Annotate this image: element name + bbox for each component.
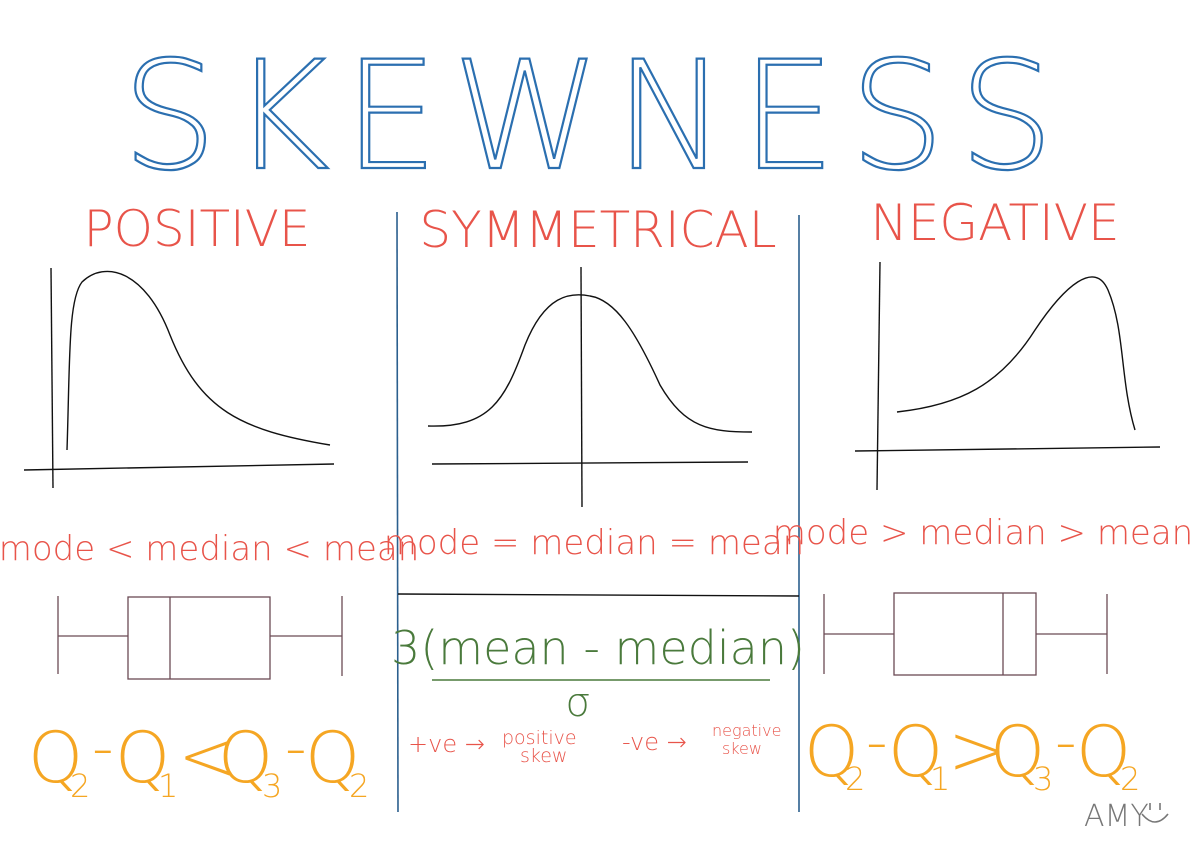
minus-sign: - (1055, 707, 1077, 777)
q-subscript: 2 (349, 767, 369, 805)
heading-negative: NEGATIVE (870, 194, 1119, 252)
positive-x-axis (23, 463, 335, 471)
formula-numerator: 3(mean - median) (391, 621, 805, 675)
symmetrical-x-axis (431, 461, 749, 465)
skew-sign-notes: +ve → positive skew -ve → negative skew (408, 721, 781, 767)
signature: AMY (1084, 799, 1169, 834)
note-negative-line1: negative (712, 721, 781, 740)
q-symbol: Q (804, 711, 859, 793)
symmetrical-graph (427, 266, 753, 508)
boxplot-positive (57, 596, 343, 680)
column-dividers (396, 211, 800, 813)
note-positive-sign: +ve → (408, 730, 485, 758)
heading-positive: POSITIVE (83, 200, 310, 258)
symmetrical-y-axis (580, 266, 583, 508)
q-symbol: Q (1076, 711, 1131, 793)
negative-x-axis (854, 446, 1161, 452)
divider-formula (397, 593, 800, 597)
skewness-formula: 3(mean - median) σ (391, 621, 805, 726)
box (893, 592, 1037, 676)
symmetrical-curve (427, 294, 753, 433)
q-symbol: Q (888, 711, 943, 793)
positive-y-axis (50, 267, 54, 489)
q-subscript: 2 (70, 767, 90, 805)
note-positive-line1: positive (502, 727, 577, 749)
signature-text: AMY (1084, 799, 1149, 834)
relation-negative: mode > median > mean (773, 513, 1191, 553)
positive-skew-graph (23, 267, 335, 489)
q-symbol: Q (305, 717, 360, 799)
q-subscript: 2 (1120, 760, 1140, 798)
q-subscript: 1 (158, 767, 178, 805)
minus-sign: - (285, 713, 307, 783)
note-negative-line2: skew (722, 739, 762, 758)
q-symbol: Q (218, 717, 273, 799)
note-positive-line2: skew (520, 745, 567, 767)
q-subscript: 3 (262, 767, 282, 805)
negative-skew-curve (896, 276, 1136, 431)
formula-denominator: σ (565, 680, 590, 726)
q-subscript: 3 (1033, 760, 1053, 798)
smiley-face-icon (1141, 803, 1169, 823)
heading-symmetrical: SYMMETRICAL (419, 201, 776, 259)
note-negative-sign: -ve → (622, 728, 687, 756)
q-symbol: Q (115, 717, 170, 799)
negative-y-axis (876, 261, 881, 491)
quartile-inequality-negative: Q 2 - Q 1 > Q 3 - Q 2 (804, 707, 1140, 798)
q-symbol: Q (990, 711, 1045, 793)
relation-positive: mode < median < mean (0, 529, 419, 569)
q-subscript: 1 (930, 760, 950, 798)
negative-skew-graph (854, 261, 1161, 491)
inequality-sign: < (178, 715, 237, 797)
q-symbol: Q (28, 717, 83, 799)
minus-sign: - (866, 707, 888, 777)
positive-skew-curve (66, 270, 331, 451)
inequality-sign: > (948, 709, 1007, 791)
relation-symmetrical: mode = median = mean (384, 523, 805, 563)
quartile-inequality-positive: Q 2 - Q 1 < Q 3 - Q 2 (28, 713, 369, 805)
minus-sign: - (92, 713, 114, 783)
boxplot-negative (823, 592, 1108, 676)
divider-left (396, 211, 399, 813)
box (127, 596, 271, 680)
page-title: SKEWNESS (122, 30, 1068, 204)
q-subscript: 2 (845, 760, 865, 798)
